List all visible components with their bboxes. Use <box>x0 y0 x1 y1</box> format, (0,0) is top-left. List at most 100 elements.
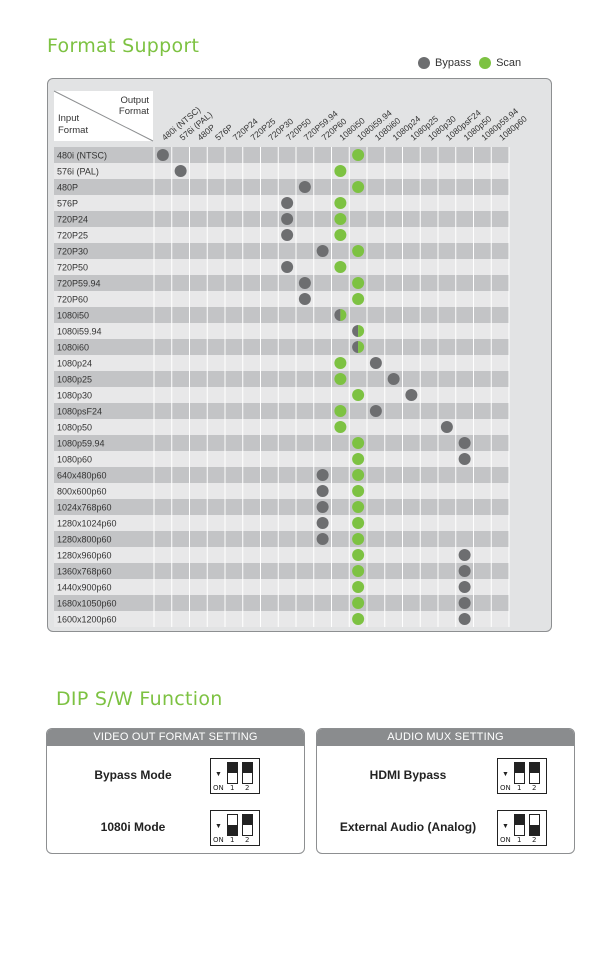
scan-dot <box>352 597 365 609</box>
bypass-dot <box>369 405 382 417</box>
scan-dot <box>352 293 365 305</box>
scan-dot <box>334 421 347 433</box>
matrix-row-band <box>54 163 509 179</box>
matrix-row-band <box>54 243 509 259</box>
format-support-matrix: Output Format Input Format 480i (NTSC) 576i (… <box>47 78 552 632</box>
matrix-row-band <box>54 371 509 387</box>
matrix-row-band <box>54 355 509 371</box>
dip-slot-1 <box>227 814 238 836</box>
video-out-header: VIDEO OUT FORMAT SETTING <box>47 729 304 746</box>
legend-scan-label: Scan <box>496 57 522 69</box>
input-format-label: 1080p59.94 <box>57 439 105 449</box>
input-format-label: 1280x1024p60 <box>57 519 117 529</box>
dip-2-label: 2 <box>245 784 250 792</box>
input-format-label: 1080p24 <box>57 359 92 369</box>
dip-on-label: ON <box>213 784 224 792</box>
external-audio-row: External Audio (Analog) ▼ ON 1 2 <box>317 808 574 848</box>
dip-slot-2 <box>242 762 253 784</box>
bypass-dot <box>281 197 294 209</box>
input-format-label: 640x480p60 <box>57 471 107 481</box>
input-format-label: 1080i50 <box>57 311 89 321</box>
dip-lever-1 <box>515 763 524 773</box>
input-format-label: 1280x800p60 <box>57 535 112 545</box>
bypass-dot <box>281 261 294 273</box>
dip-on-arrow-icon: ▼ <box>215 771 222 778</box>
scan-dot <box>352 389 365 401</box>
matrix-row-band <box>54 483 509 499</box>
input-format-label: 720P59.94 <box>57 279 101 289</box>
bypass-scan-half-dot-right <box>340 309 347 321</box>
bypass-dot <box>316 517 329 529</box>
input-format-label: 576P <box>57 199 78 209</box>
dip-1-label: 1 <box>230 784 235 792</box>
matrix-row-band <box>54 307 509 323</box>
scan-dot <box>352 613 365 625</box>
header-format_in-label: Format <box>58 125 88 136</box>
scan-dot <box>334 261 347 273</box>
1080i-mode-dip-switch: ▼ ON 1 2 <box>210 810 260 846</box>
dip-slot-1 <box>514 762 525 784</box>
matrix-row-band <box>54 467 509 483</box>
1080i-mode-label: 1080i Mode <box>100 820 166 834</box>
scan-dot <box>352 245 365 257</box>
scan-dot <box>352 485 365 497</box>
legend-scan: Scan <box>479 57 521 69</box>
dip-on-arrow-icon: ▼ <box>502 823 509 830</box>
audio-mux-setting-panel: AUDIO MUX SETTING HDMI Bypass ▼ ON 1 2 Exte… <box>316 728 575 854</box>
matrix-row-band <box>54 435 509 451</box>
input-format-label: 1080p30 <box>57 391 92 401</box>
video-out-format-setting-panel: VIDEO OUT FORMAT SETTING Bypass Mode ▼ ON… <box>46 728 305 854</box>
dip-lever-2 <box>530 763 539 773</box>
scan-dot <box>352 469 365 481</box>
matrix-row-band <box>54 275 509 291</box>
bypass-dot <box>298 277 311 289</box>
bypass-dot-icon <box>418 57 430 69</box>
dip-on-label: ON <box>213 836 224 844</box>
bypass-dot <box>458 549 471 561</box>
scan-dot <box>352 581 365 593</box>
external-audio-label: External Audio (Analog) <box>339 820 477 834</box>
1080i-mode-row: 1080i Mode ▼ ON 1 2 <box>47 808 304 848</box>
matrix-row-band <box>54 291 509 307</box>
dip-lever-1 <box>228 763 237 773</box>
scan-dot <box>352 181 365 193</box>
legend-bypass: Bypass <box>418 57 471 69</box>
input-format-label: 1024x768p60 <box>57 503 112 513</box>
hdmi-bypass-row: HDMI Bypass ▼ ON 1 2 <box>317 756 574 796</box>
dip-lever-2 <box>243 815 252 825</box>
matrix-row-band <box>54 179 509 195</box>
external-audio-dip-switch: ▼ ON 1 2 <box>497 810 547 846</box>
bypass-scan-half-dot-left <box>352 341 359 353</box>
matrix-row-band <box>54 611 509 627</box>
bypass-dot <box>298 181 311 193</box>
bypass-dot <box>458 453 471 465</box>
bypass-dot <box>458 565 471 577</box>
dip-slot-2 <box>529 762 540 784</box>
scan-dot <box>352 453 365 465</box>
scan-dot-icon <box>479 57 492 69</box>
dip-2-label: 2 <box>245 836 250 844</box>
matrix-row-band <box>54 563 509 579</box>
header-format_out-label: Format <box>119 106 149 117</box>
header-input-label: Input <box>58 113 79 124</box>
input-format-label: 1080psF24 <box>57 407 102 417</box>
bypass-dot <box>174 165 187 177</box>
matrix-row-band <box>54 531 509 547</box>
scan-dot <box>334 197 347 209</box>
matrix-row-band <box>54 547 509 563</box>
bypass-dot <box>298 293 311 305</box>
input-format-label: 1080p50 <box>57 423 92 433</box>
bypass-dot <box>316 501 329 513</box>
dip-on-arrow-icon: ▼ <box>502 771 509 778</box>
hdmi-bypass-label: HDMI Bypass <box>369 768 447 782</box>
input-format-label: 1080p25 <box>57 375 92 385</box>
dip-function-title: DIP S/W Function <box>56 688 223 710</box>
dip-on-label: ON <box>500 784 511 792</box>
scan-dot <box>352 501 365 513</box>
input-format-label: 720P25 <box>57 231 88 241</box>
format-support-title: Format Support <box>47 35 200 57</box>
bypass-dot <box>316 485 329 497</box>
dip-on-label: ON <box>500 836 511 844</box>
scan-dot <box>352 549 365 561</box>
scan-dot <box>352 277 365 289</box>
